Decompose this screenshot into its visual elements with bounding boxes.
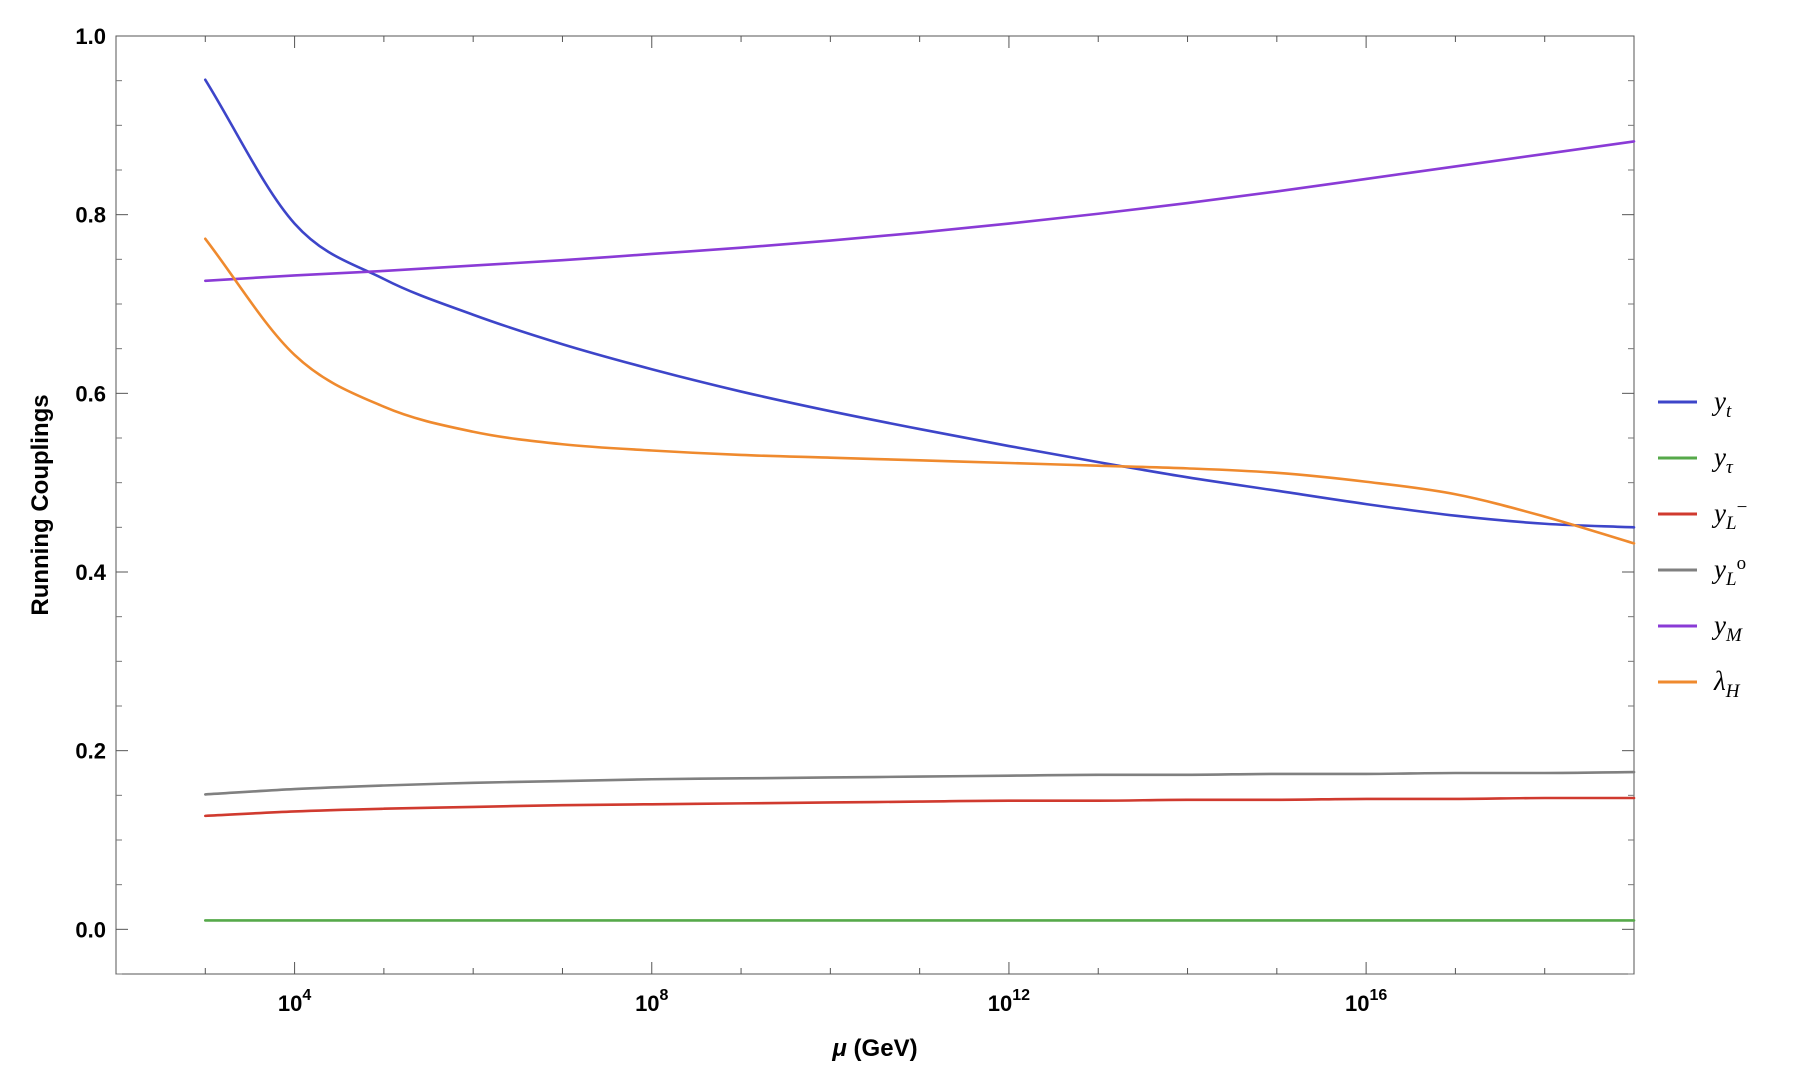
series-line-lambdaH (203, 237, 1636, 545)
legend-label: yL− (1711, 497, 1747, 534)
series-line-yt (203, 78, 1636, 529)
y-tick-label: 0.4 (75, 560, 106, 585)
legend-item-yLminus: yL− (1658, 497, 1747, 534)
legend-label: yt (1711, 386, 1732, 422)
x-tick-label: 104 (278, 987, 311, 1016)
legend-label: λH (1713, 666, 1741, 702)
series-line-yM (203, 140, 1636, 283)
legend-item-yL0: yLo (1658, 553, 1746, 590)
legend-label: yM (1711, 610, 1743, 646)
y-tick-label: 1.0 (75, 24, 106, 49)
x-tick-label: 108 (635, 987, 668, 1016)
x-tick-label: 1016 (1345, 987, 1387, 1016)
series-lines (203, 78, 1636, 922)
legend-label: yLo (1711, 553, 1746, 590)
plot-frame (115, 35, 1635, 975)
y-tick-label: 0.6 (75, 381, 106, 406)
y-axis-title: Running Couplings (27, 394, 54, 615)
y-tick-label: 0.0 (75, 917, 106, 942)
series-line-yL0 (203, 770, 1636, 796)
x-axis-title: μ (GeV) (831, 1035, 917, 1062)
series-line-yLminus (203, 796, 1636, 818)
y-tick-label: 0.2 (75, 739, 106, 764)
legend-label: yτ (1711, 442, 1734, 478)
y-tick-label: 0.8 (75, 203, 106, 228)
legend-item-ytau: yτ (1658, 442, 1734, 478)
x-tick-label: 1012 (988, 987, 1030, 1016)
legend-item-yM: yM (1658, 610, 1743, 646)
legend-item-yt: yt (1658, 386, 1732, 422)
legend: yt yτ yL− yLo yM λH (1658, 386, 1747, 702)
axis-ticks: 0.0 0.2 0.4 0.6 0.8 1.0 104 108 1012 1016 (75, 24, 1635, 1016)
legend-item-lambdaH: λH (1658, 666, 1741, 702)
